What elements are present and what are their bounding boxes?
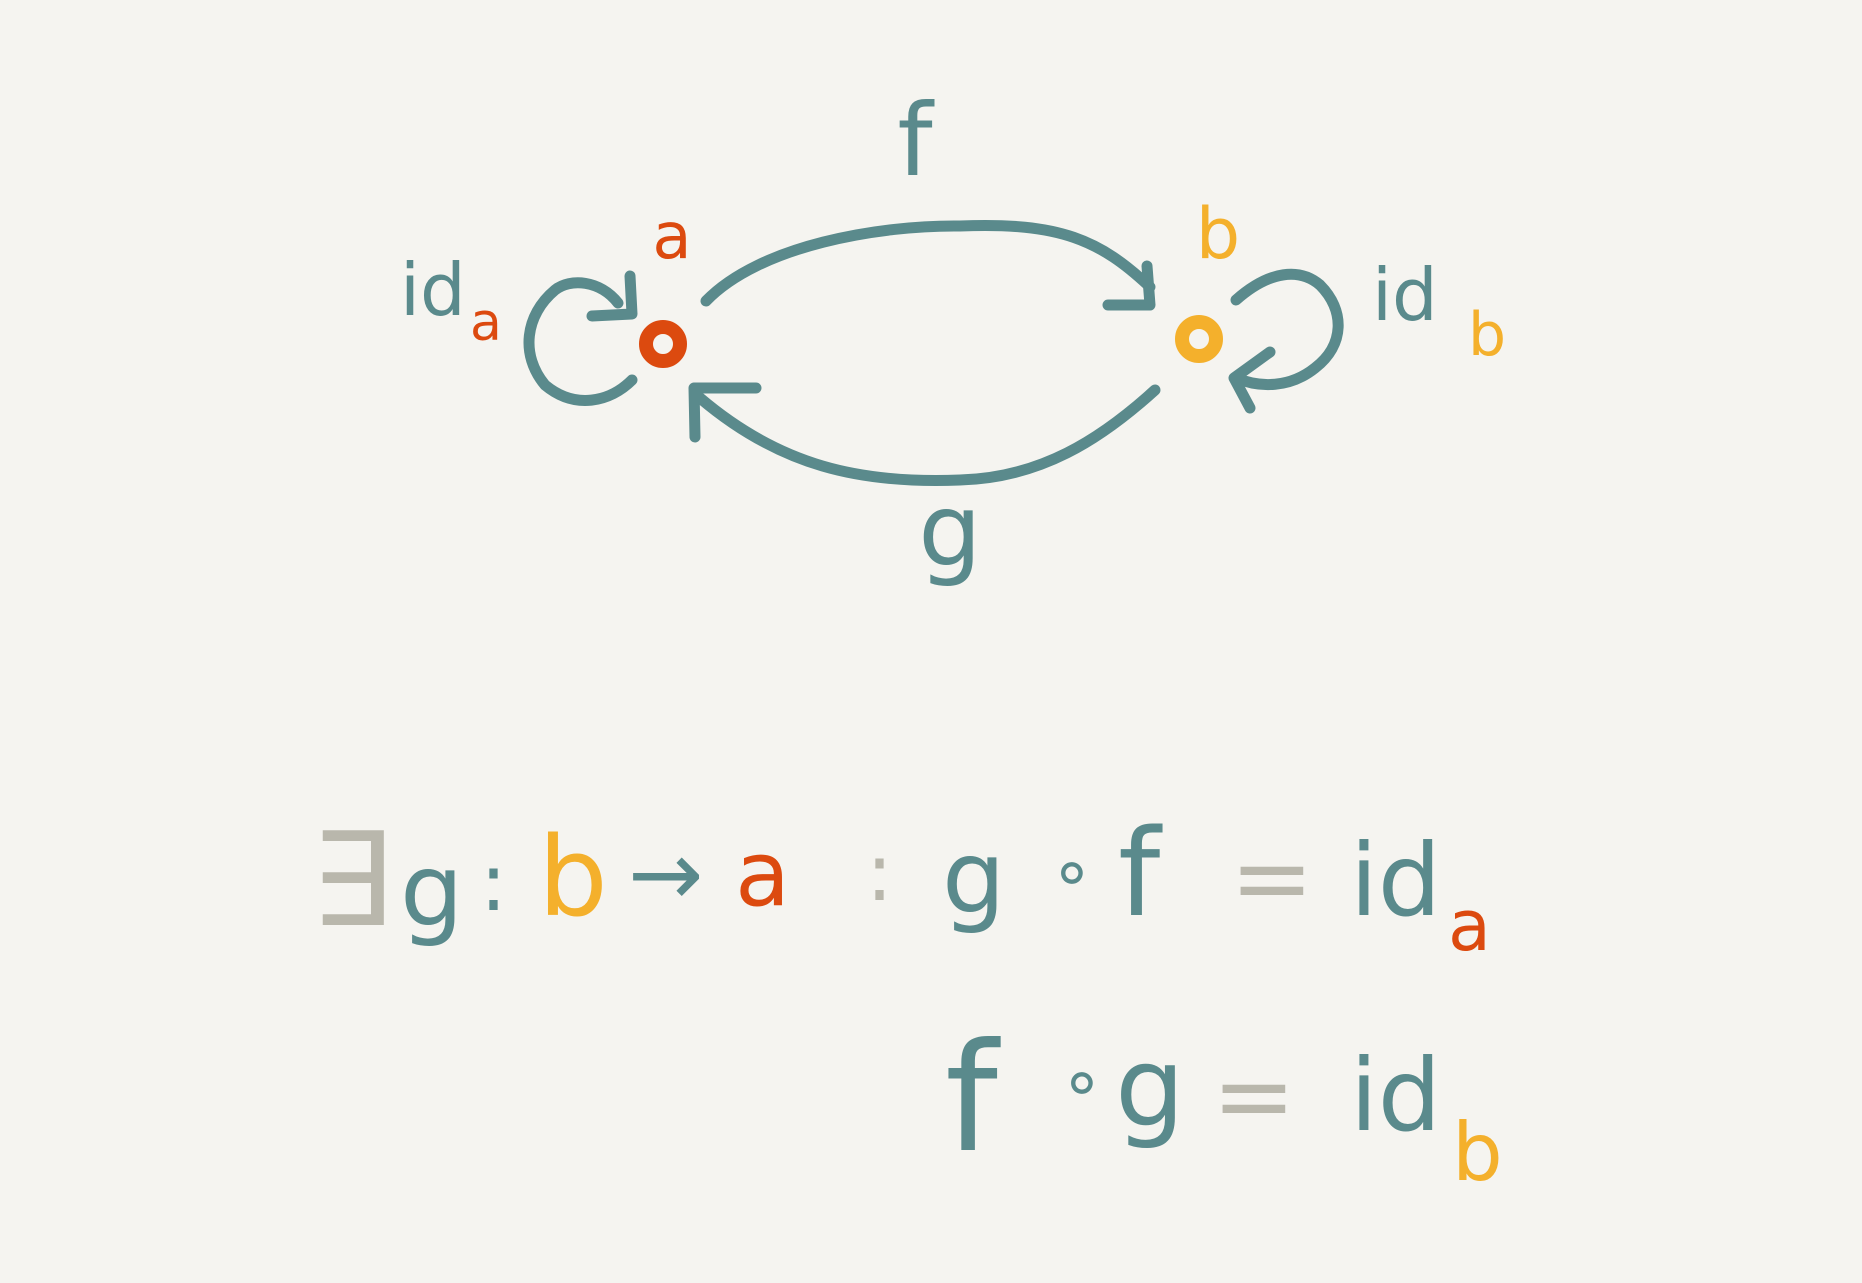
formula2-id-subscript: b <box>1452 1106 1503 1199</box>
exists-symbol: ∃ <box>310 804 392 956</box>
identity-a-loop-line <box>523 277 638 406</box>
arrow-f-label: f <box>897 82 935 199</box>
arrow-g-label: g <box>918 472 981 589</box>
identity-b-loop: id b <box>1228 253 1506 414</box>
formula2-g: g <box>1115 1023 1185 1151</box>
identity-b-label-prefix: id <box>1372 253 1438 337</box>
arrow-g: g <box>688 382 1161 589</box>
object-a-node: a <box>639 200 692 368</box>
formula1-domain-b: b <box>538 813 608 941</box>
formula1-var-g: g <box>400 832 463 949</box>
identity-b-loop-head <box>1228 346 1276 414</box>
identity-b-loop-line <box>1230 268 1344 391</box>
formula1-codomain-a: a <box>735 822 790 927</box>
object-a-dot <box>639 320 687 368</box>
formula-line-2: f ∘ g = id b <box>945 1012 1503 1199</box>
arrow-f: f <box>700 82 1156 311</box>
formula1-equals: = <box>1230 819 1314 936</box>
formula1-compose: ∘ <box>1050 830 1094 912</box>
object-b-dot <box>1175 315 1223 363</box>
formula1-id-subscript: a <box>1448 885 1491 967</box>
formula1-such-that: : <box>866 826 893 919</box>
formula1-arrow: → <box>628 822 703 927</box>
formula2-id-prefix: id <box>1350 1037 1441 1154</box>
formula1-colon: : <box>480 836 507 929</box>
formula1-id-prefix: id <box>1350 822 1441 939</box>
formula2-equals: = <box>1212 1037 1296 1154</box>
formula1-f: f <box>1118 805 1163 944</box>
formula-line-1: ∃ g : b → a : g ∘ f = id a <box>310 804 1491 967</box>
formula2-f: f <box>945 1012 1001 1186</box>
arrow-g-head <box>688 382 762 443</box>
formula1-g: g <box>942 819 1005 936</box>
object-a-label: a <box>652 200 691 274</box>
identity-a-label-prefix: id <box>400 248 466 332</box>
object-b-label: b <box>1196 193 1240 275</box>
arrow-g-line <box>694 384 1161 486</box>
arrow-f-head <box>1102 260 1156 311</box>
identity-b-label-subscript: b <box>1468 300 1506 370</box>
formula2-compose: ∘ <box>1060 1040 1104 1122</box>
identity-a-loop: id a <box>400 248 638 406</box>
identity-a-label-subscript: a <box>470 293 502 353</box>
arrow-f-line <box>700 219 1156 307</box>
object-b-node: b <box>1175 193 1240 363</box>
identity-a-loop-head <box>586 270 638 322</box>
